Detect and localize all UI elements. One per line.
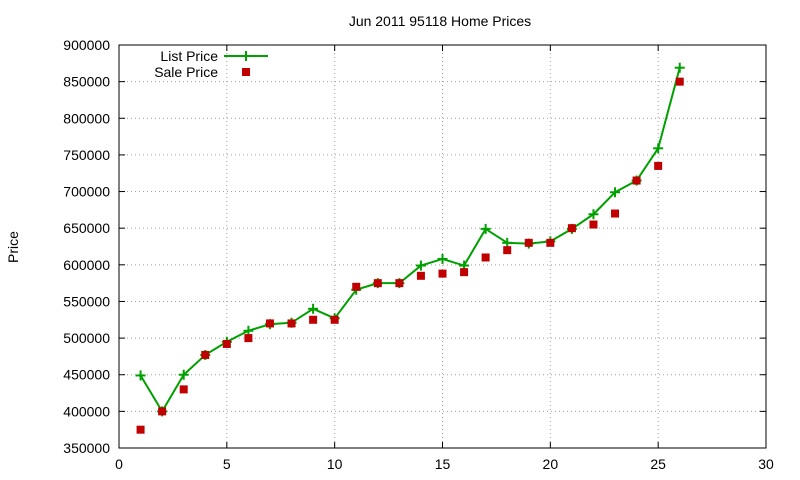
x-tick-label: 20 xyxy=(543,456,559,472)
data-point-sale-price xyxy=(481,253,490,262)
legend-marker-list-price xyxy=(241,51,251,61)
data-point-sale-price xyxy=(632,176,641,185)
x-tick-label: 30 xyxy=(758,456,774,472)
data-point-sale-price xyxy=(546,238,555,247)
data-point-sale-price xyxy=(265,319,274,328)
data-point-list-price xyxy=(588,209,599,220)
data-point-sale-price xyxy=(395,279,404,288)
data-point-list-price xyxy=(135,370,146,381)
data-point-list-price xyxy=(178,369,189,380)
y-tick-label: 900000 xyxy=(63,37,110,53)
data-point-sale-price xyxy=(567,224,576,233)
y-tick-label: 650000 xyxy=(63,220,110,236)
series-lines xyxy=(139,67,681,413)
data-point-sale-price xyxy=(352,282,361,291)
data-point-sale-price xyxy=(503,246,512,255)
y-tick-labels: 350000 400000 450000 500000 550000 600000 6500… xyxy=(63,37,110,456)
data-point-sale-price xyxy=(309,315,318,324)
legend-label-sale-price: Sale Price xyxy=(154,64,218,80)
y-tick-label: 400000 xyxy=(63,403,110,419)
y-tick-label: 350000 xyxy=(63,440,110,456)
y-tick-label: 800000 xyxy=(63,110,110,126)
data-point-sale-price xyxy=(287,319,296,328)
y-tick-label: 450000 xyxy=(63,367,110,383)
x-tick-label: 5 xyxy=(223,456,231,472)
data-point-sale-price xyxy=(460,268,469,277)
chart-title: Jun 2011 95118 Home Prices xyxy=(349,13,531,29)
y-tick-label: 750000 xyxy=(63,147,110,163)
x-tick-label: 10 xyxy=(327,456,343,472)
data-point-sale-price xyxy=(589,220,598,229)
y-tick-label: 700000 xyxy=(63,184,110,200)
legend-marker-sale-price xyxy=(242,68,250,76)
data-point-list-price xyxy=(653,143,664,154)
y-tick-label: 850000 xyxy=(63,74,110,90)
data-point-list-price xyxy=(480,223,491,234)
x-tick-labels: 0 5 10 15 20 25 30 xyxy=(115,456,774,472)
y-tick-label: 500000 xyxy=(63,330,110,346)
series-line-list-price xyxy=(139,67,681,413)
x-tick-label: 15 xyxy=(435,456,451,472)
data-point-list-price xyxy=(308,303,319,314)
data-point-sale-price xyxy=(611,209,620,218)
data-point-sale-price xyxy=(158,407,167,416)
legend-label-list-price: List Price xyxy=(160,48,218,64)
data-point-sale-price xyxy=(416,271,425,280)
y-tick-label: 550000 xyxy=(63,293,110,309)
x-tick-label: 0 xyxy=(115,456,123,472)
x-tick-label: 25 xyxy=(650,456,666,472)
y-tick-label: 600000 xyxy=(63,257,110,273)
data-point-list-price xyxy=(437,253,448,264)
series-markers xyxy=(135,62,685,434)
data-point-sale-price xyxy=(179,385,188,394)
data-point-sale-price xyxy=(201,350,210,359)
data-point-sale-price xyxy=(244,334,253,343)
y-axis-label: Price xyxy=(5,231,21,263)
data-point-sale-price xyxy=(524,238,533,247)
data-point-sale-price xyxy=(330,315,339,324)
legend: List Price Sale Price xyxy=(154,48,268,80)
data-point-list-price xyxy=(415,260,426,271)
data-point-sale-price xyxy=(675,77,684,86)
data-point-sale-price xyxy=(654,161,663,170)
data-point-sale-price xyxy=(373,279,382,288)
data-point-list-price xyxy=(610,187,621,198)
data-point-sale-price xyxy=(438,269,447,278)
data-point-sale-price xyxy=(136,425,145,434)
data-point-sale-price xyxy=(222,339,231,348)
data-point-list-price xyxy=(674,62,685,73)
plot-frame xyxy=(118,44,767,449)
